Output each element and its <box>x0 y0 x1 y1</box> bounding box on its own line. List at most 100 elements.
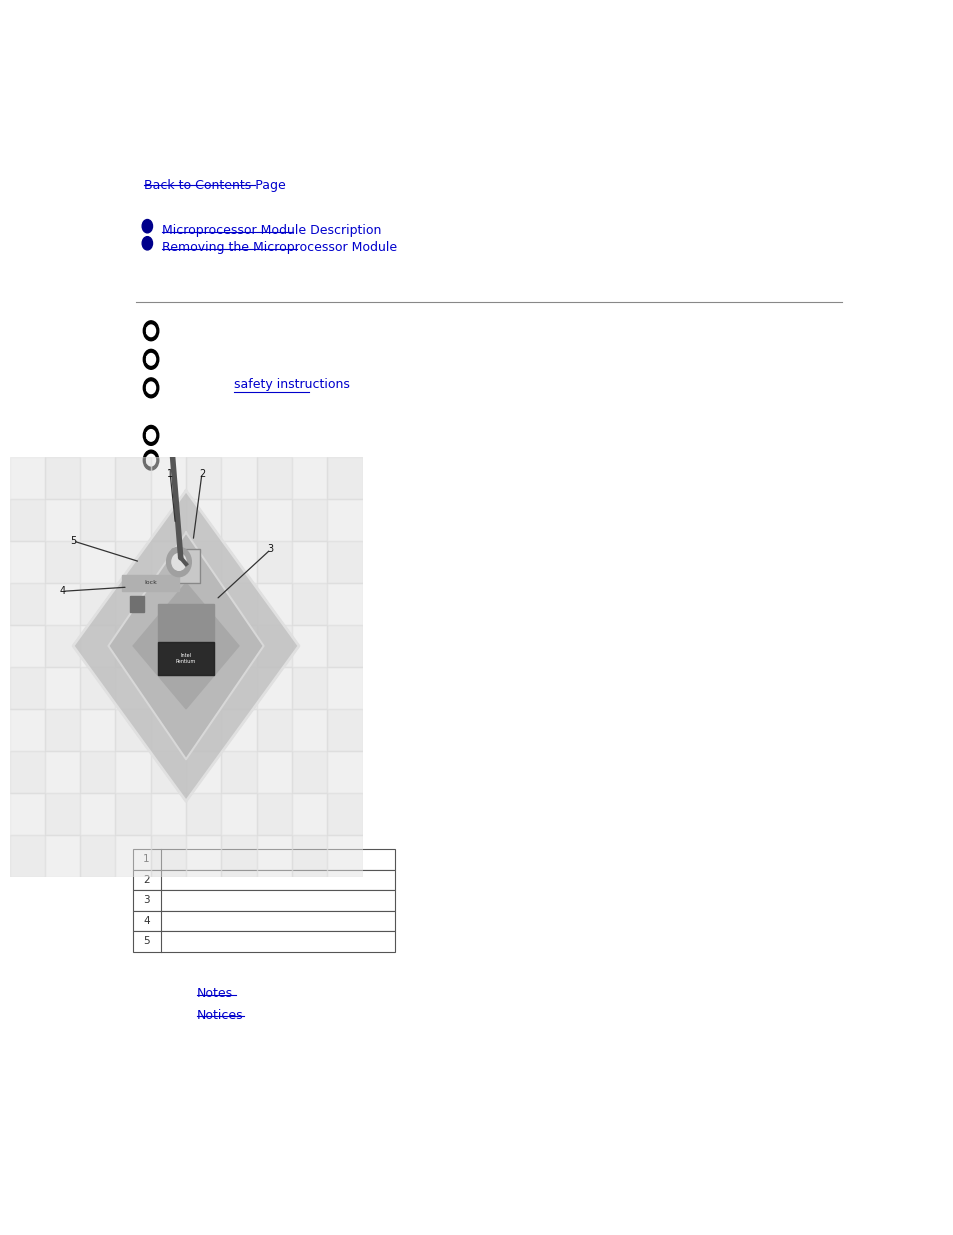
Bar <box>115 667 151 709</box>
Bar <box>130 595 144 613</box>
Bar <box>151 667 186 709</box>
Bar <box>292 751 327 793</box>
Bar <box>151 709 186 751</box>
Bar <box>256 835 292 877</box>
Text: safety instructions: safety instructions <box>233 378 350 390</box>
Bar <box>256 499 292 541</box>
Circle shape <box>143 425 158 446</box>
Bar <box>80 835 115 877</box>
Text: Back to Contents Page: Back to Contents Page <box>144 179 285 191</box>
Bar <box>327 793 362 835</box>
Bar <box>151 625 186 667</box>
Circle shape <box>143 321 158 341</box>
Bar <box>292 457 327 499</box>
Circle shape <box>167 547 192 577</box>
Circle shape <box>143 350 158 369</box>
Bar <box>132 931 395 952</box>
Polygon shape <box>157 604 214 676</box>
Bar <box>327 457 362 499</box>
Circle shape <box>147 382 155 394</box>
Bar <box>327 835 362 877</box>
Text: 4: 4 <box>143 916 150 926</box>
Bar <box>10 457 45 499</box>
Bar <box>10 541 45 583</box>
Bar <box>151 499 186 541</box>
Bar <box>10 625 45 667</box>
Bar <box>115 835 151 877</box>
Text: 5: 5 <box>70 536 76 546</box>
Bar <box>10 667 45 709</box>
Bar <box>45 709 80 751</box>
Bar <box>327 709 362 751</box>
Bar <box>10 835 45 877</box>
Bar <box>45 835 80 877</box>
Bar <box>327 541 362 583</box>
Bar <box>115 625 151 667</box>
Text: 4: 4 <box>59 587 66 597</box>
Bar <box>115 499 151 541</box>
Bar <box>256 625 292 667</box>
Text: 2: 2 <box>143 874 150 884</box>
Bar <box>45 751 80 793</box>
Bar <box>221 625 256 667</box>
Bar <box>10 583 45 625</box>
Text: 3: 3 <box>143 895 150 905</box>
Circle shape <box>142 237 152 249</box>
Bar <box>221 667 256 709</box>
Bar <box>221 835 256 877</box>
Bar <box>45 457 80 499</box>
Text: Microprocessor Module Description: Microprocessor Module Description <box>162 225 381 237</box>
Bar <box>115 793 151 835</box>
Circle shape <box>147 454 155 466</box>
Text: 1: 1 <box>167 469 173 479</box>
Bar <box>80 793 115 835</box>
Bar <box>186 667 221 709</box>
Text: Notices: Notices <box>196 1009 243 1021</box>
Bar <box>132 910 395 931</box>
Bar <box>45 541 80 583</box>
Bar <box>186 457 221 499</box>
Bar <box>115 583 151 625</box>
Bar <box>10 793 45 835</box>
Bar <box>221 709 256 751</box>
Circle shape <box>143 378 158 398</box>
Bar <box>151 751 186 793</box>
Text: 1: 1 <box>143 855 150 864</box>
Bar <box>292 625 327 667</box>
Bar <box>221 499 256 541</box>
Text: Intel
Pentium: Intel Pentium <box>175 653 196 664</box>
Bar <box>80 457 115 499</box>
Polygon shape <box>109 532 263 760</box>
Text: 5: 5 <box>143 936 150 946</box>
Circle shape <box>147 325 155 337</box>
Bar <box>292 793 327 835</box>
Bar <box>256 583 292 625</box>
Bar <box>151 457 186 499</box>
Bar <box>80 751 115 793</box>
Bar <box>221 793 256 835</box>
Bar <box>186 709 221 751</box>
Bar <box>151 583 186 625</box>
Bar <box>151 835 186 877</box>
Bar <box>132 848 395 869</box>
Circle shape <box>147 430 155 441</box>
Bar <box>151 793 186 835</box>
Bar <box>221 751 256 793</box>
Text: 3: 3 <box>268 545 274 555</box>
Polygon shape <box>172 550 200 583</box>
Bar <box>151 541 186 583</box>
Bar <box>327 667 362 709</box>
Bar <box>45 583 80 625</box>
Bar <box>292 835 327 877</box>
Text: Notes: Notes <box>196 987 233 1000</box>
Bar <box>10 709 45 751</box>
Bar <box>115 457 151 499</box>
Bar <box>157 642 214 676</box>
Bar <box>186 541 221 583</box>
Bar <box>10 499 45 541</box>
Polygon shape <box>122 574 179 592</box>
Bar <box>256 709 292 751</box>
Bar <box>327 751 362 793</box>
Bar <box>10 751 45 793</box>
Bar <box>132 869 395 890</box>
